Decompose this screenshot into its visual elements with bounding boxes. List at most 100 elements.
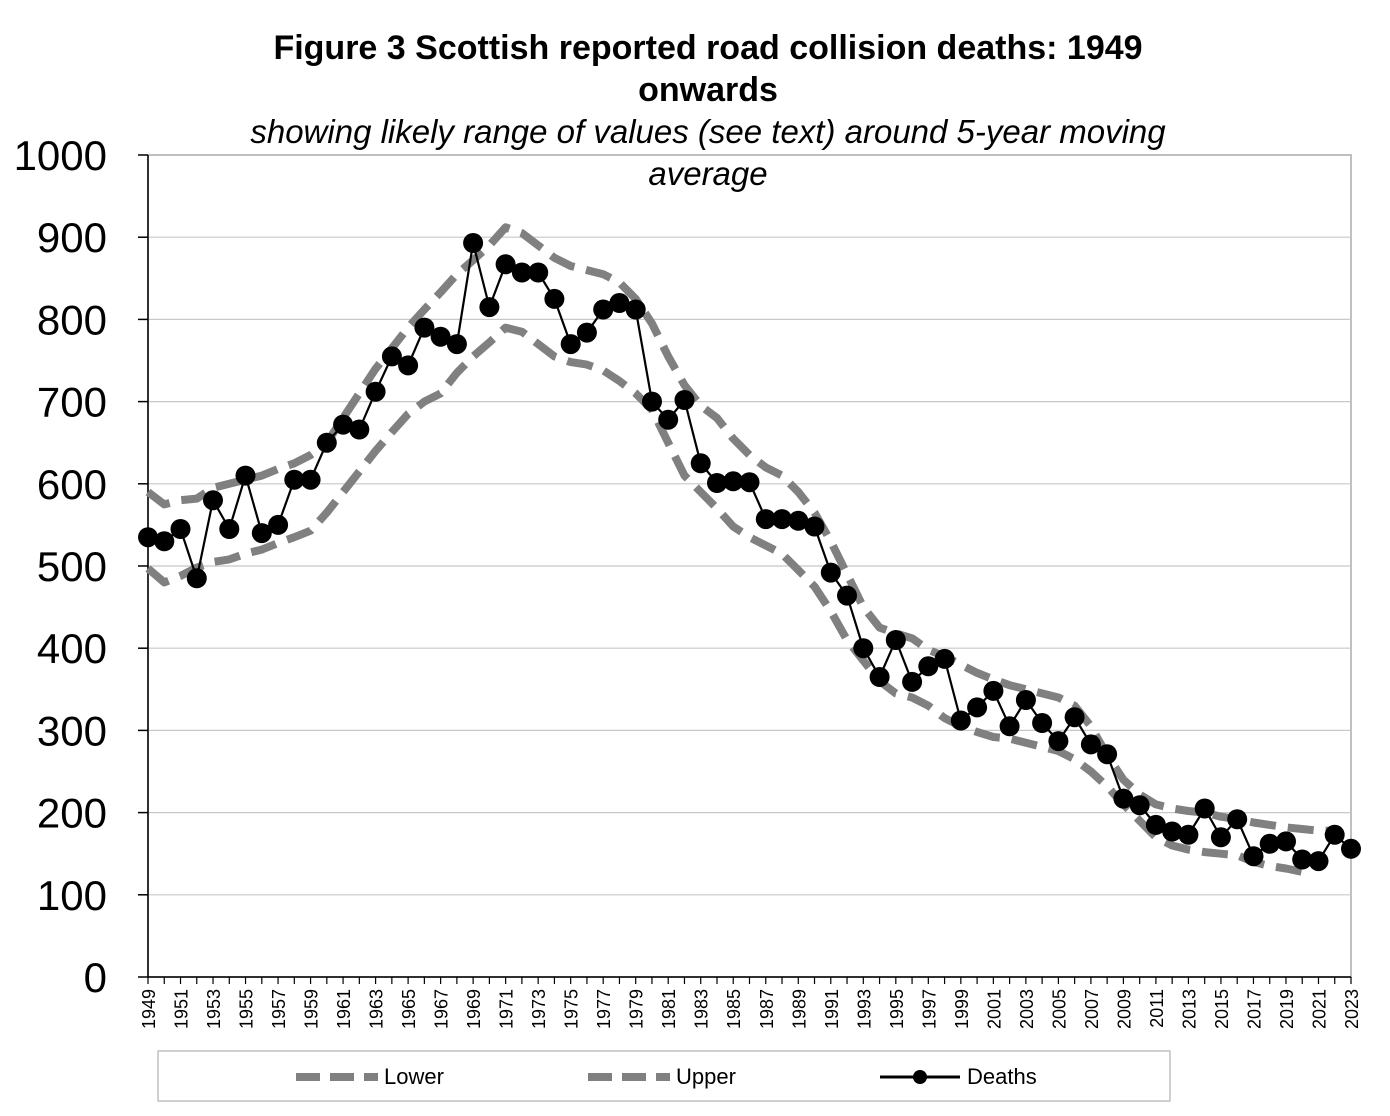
deaths-point-1976 (576, 322, 597, 343)
x-tick-label-1973: 1973 (529, 989, 549, 1029)
deaths-point-1954 (219, 519, 240, 539)
deaths-point-1962 (349, 419, 370, 440)
x-tick-label-2003: 2003 (1017, 989, 1037, 1029)
x-tick-label-2007: 2007 (1082, 989, 1102, 1029)
x-tick-label-1999: 1999 (952, 989, 972, 1029)
deaths-point-1953 (203, 490, 223, 511)
deaths-point-1975 (560, 334, 581, 355)
x-tick-label-1987: 1987 (757, 989, 777, 1029)
deaths-point-2005 (1048, 731, 1069, 752)
deaths-point-2023 (1341, 838, 1361, 859)
y-tick-label-100: 100 (37, 872, 107, 919)
x-tick-label-1949: 1949 (139, 989, 159, 1029)
x-tick-label-1985: 1985 (724, 989, 744, 1029)
deaths-point-1990 (804, 516, 825, 537)
deaths-point-1997 (918, 656, 939, 677)
legend-box (157, 1050, 1171, 1102)
deaths-point-1952 (186, 568, 207, 589)
x-axis: 1949 1951 1953 1955 1957 1959 1961 1963 1965 1967… (139, 976, 1362, 1029)
x-tick-label-1967: 1967 (432, 989, 452, 1029)
deaths-point-2022 (1324, 824, 1345, 845)
deaths-point-1978 (609, 293, 630, 313)
deaths-point-1991 (820, 562, 841, 583)
gridlines (148, 236, 1351, 896)
deaths-point-1958 (284, 469, 305, 490)
x-tick-label-2011: 2011 (1147, 989, 1167, 1028)
deaths-point-1980 (642, 391, 662, 412)
x-tick-label-2019: 2019 (1277, 989, 1297, 1029)
deaths-point-1968 (446, 334, 467, 355)
deaths-point-2015 (1210, 827, 1231, 848)
deaths-point-1967 (430, 326, 451, 347)
deaths-point-2006 (1064, 707, 1085, 728)
deaths-point-2001 (983, 680, 1004, 701)
deaths-point-1979 (625, 299, 646, 320)
x-tick-label-2001: 2001 (984, 989, 1004, 1029)
deaths-point-2018 (1259, 833, 1280, 854)
deaths-point-2002 (999, 716, 1020, 737)
deaths-point-1989 (788, 510, 809, 531)
series-line-upper (145, 223, 1335, 835)
deaths-point-1973 (528, 262, 549, 283)
deaths-point-1972 (511, 262, 532, 283)
deaths-point-1988 (772, 509, 792, 530)
y-tick-label-500: 500 (37, 543, 107, 590)
deaths-point-1995 (885, 630, 906, 650)
deaths-point-1981 (658, 409, 679, 430)
x-tick-label-1975: 1975 (562, 989, 582, 1029)
x-tick-label-1963: 1963 (367, 989, 387, 1029)
x-tick-label-1959: 1959 (302, 989, 322, 1029)
deaths-point-1977 (593, 299, 614, 320)
x-tick-label-2023: 2023 (1342, 989, 1362, 1029)
deaths-point-2013 (1178, 824, 1199, 845)
x-tick-label-1997: 1997 (919, 989, 939, 1029)
x-tick-label-1951: 1951 (172, 989, 192, 1029)
deaths-point-1970 (479, 297, 500, 318)
x-tick-label-1981: 1981 (659, 989, 679, 1029)
y-tick-label-300: 300 (37, 707, 107, 754)
deaths-point-1993 (853, 638, 874, 659)
x-tick-label-1969: 1969 (464, 989, 484, 1029)
deaths-point-1955 (235, 465, 256, 486)
deaths-point-1957 (268, 514, 289, 535)
deaths-point-2017 (1243, 846, 1264, 867)
deaths-point-1982 (674, 390, 695, 410)
y-tick-label-0: 0 (84, 954, 107, 1001)
chart-title-line-1: Figure 3 Scottish reported road collisio… (273, 29, 1142, 67)
deaths-point-1950 (154, 531, 175, 552)
chart-subtitle-line-1: showing likely range of values (see text… (250, 113, 1166, 150)
deaths-point-1986 (739, 472, 760, 493)
deaths-point-2016 (1227, 809, 1248, 830)
deaths-point-1949 (138, 527, 158, 548)
deaths-point-1964 (381, 346, 402, 367)
deaths-point-2007 (1080, 734, 1101, 755)
deaths-point-1984 (707, 473, 727, 493)
deaths-point-1992 (837, 585, 857, 606)
y-tick-label-1000: 1000 (14, 132, 107, 179)
y-tick-label-700: 700 (37, 379, 107, 426)
deaths-point-2003 (1015, 690, 1036, 710)
x-tick-label-1961: 1961 (334, 989, 354, 1029)
x-tick-label-1971: 1971 (497, 989, 517, 1029)
y-tick-label-400: 400 (37, 625, 107, 672)
x-tick-label-2013: 2013 (1179, 989, 1199, 1029)
legend-deaths-label: Deaths (967, 1064, 1037, 1089)
chart-title-line-2: onwards (638, 71, 778, 109)
deaths-point-2000 (967, 697, 988, 718)
deaths-point-2011 (1145, 814, 1166, 835)
chart-subtitle-line-2: average (648, 155, 767, 192)
legend-upper-label: Upper (676, 1064, 736, 1089)
deaths-point-2012 (1162, 821, 1183, 842)
deaths-point-1963 (365, 381, 386, 402)
deaths-point-1956 (251, 523, 272, 544)
deaths-point-1965 (398, 355, 419, 376)
x-tick-label-1991: 1991 (822, 989, 842, 1029)
deaths-point-2008 (1097, 744, 1118, 765)
deaths-point-1998 (934, 648, 955, 669)
x-tick-label-1953: 1953 (204, 989, 224, 1029)
deaths-point-2020 (1292, 849, 1313, 870)
x-tick-label-2021: 2021 (1309, 989, 1329, 1029)
y-axis: 0 100 200 300 400 500 600 700 800 900 1000 (14, 132, 149, 1001)
deaths-point-1971 (495, 254, 516, 275)
deaths-point-2010 (1129, 795, 1150, 816)
